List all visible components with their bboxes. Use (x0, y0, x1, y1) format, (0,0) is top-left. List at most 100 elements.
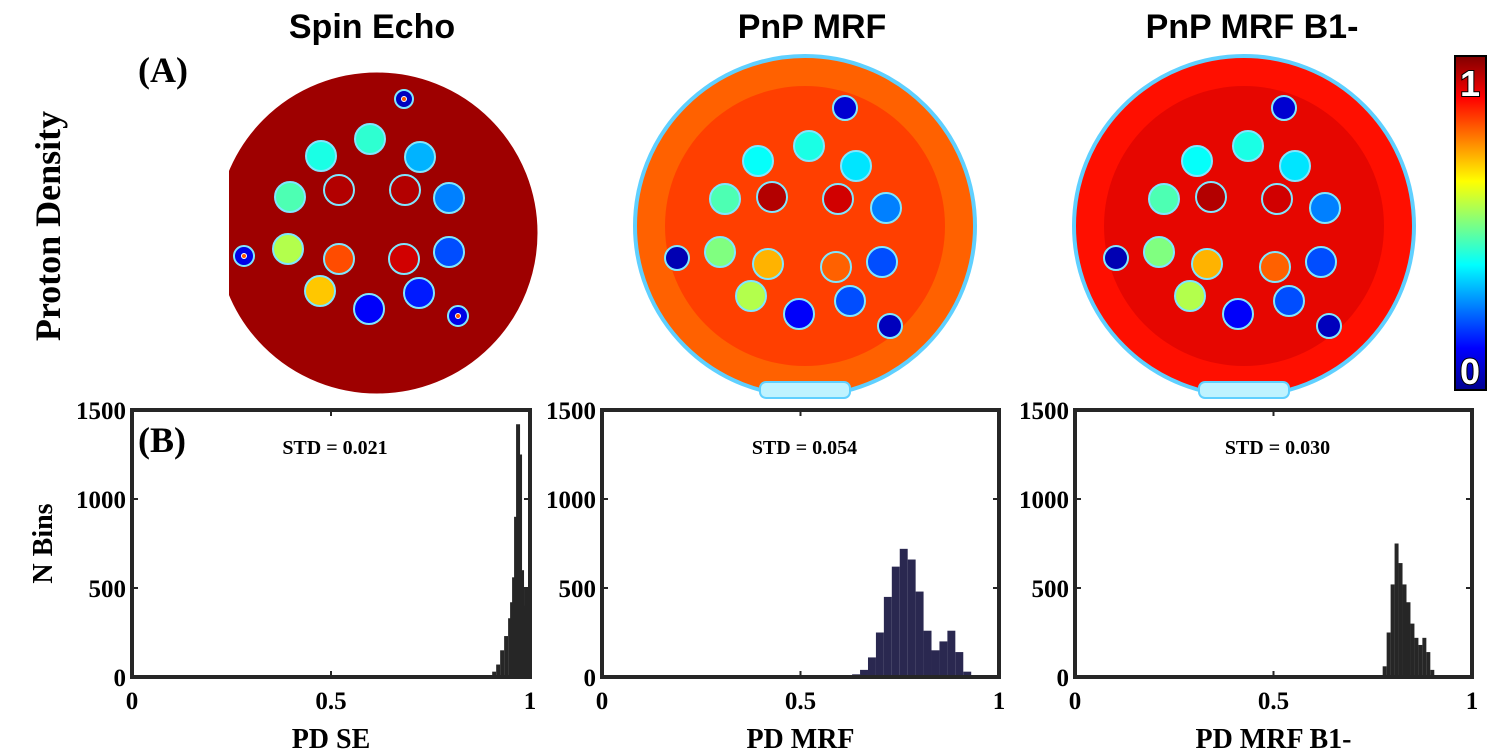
vial (354, 123, 386, 155)
panel-label-b: (B) (138, 420, 186, 460)
vial-center (455, 313, 461, 319)
vial (742, 145, 774, 177)
y-tick-label: 1500 (546, 398, 596, 425)
histogram-bar (500, 650, 505, 677)
map-title-pnp-mrf: PnP MRF (738, 8, 887, 46)
histogram-bar (1390, 584, 1395, 677)
x-tick-label: 0 (1069, 688, 1082, 715)
x-tick-label: 0.5 (785, 688, 816, 715)
histogram-bar (1426, 652, 1431, 677)
vial (274, 181, 306, 213)
vial-center (241, 253, 247, 259)
histogram-bar (1394, 543, 1399, 677)
histogram-bar (1386, 632, 1391, 677)
vial (1273, 285, 1305, 317)
histogram-bar (907, 559, 916, 677)
vial (305, 140, 337, 172)
vial (1232, 130, 1264, 162)
vial (709, 183, 741, 215)
vial (1261, 183, 1293, 215)
vial (793, 130, 825, 162)
vial (1316, 313, 1342, 339)
x-tick-label: 0.5 (1258, 688, 1289, 715)
histogram-bar (1398, 563, 1403, 677)
histogram-bar (867, 657, 876, 677)
vial (1309, 192, 1341, 224)
vial (304, 275, 336, 307)
vial (1305, 246, 1337, 278)
vial (866, 246, 898, 278)
histogram-bar (939, 641, 948, 677)
histogram-bar (891, 566, 900, 677)
map-title-spin-echo: Spin Echo (289, 8, 455, 46)
vial (1174, 280, 1206, 312)
colorbar: 1 0 (1454, 55, 1487, 393)
histogram-bar (875, 632, 884, 677)
vial (735, 280, 767, 312)
map-spin-echo (215, 72, 538, 394)
phantom-body (216, 72, 538, 394)
vial (389, 174, 421, 206)
histogram-bar (947, 630, 956, 677)
vial (388, 243, 420, 275)
vial (1222, 298, 1254, 330)
histogram-bar (899, 548, 908, 677)
x-tick-label: 0.5 (315, 688, 346, 715)
histogram-bar (504, 636, 509, 677)
panel-label-a: (A) (138, 50, 188, 90)
vial (1259, 251, 1291, 283)
histogram-bar (915, 591, 924, 677)
histogram-bar (1406, 602, 1411, 677)
vial (704, 236, 736, 268)
histogram-bar (1410, 623, 1415, 677)
map-pnp-mrf (633, 54, 977, 399)
row-label: Proton Density (28, 111, 68, 341)
vial (1279, 150, 1311, 182)
vial (323, 174, 355, 206)
vial-center (401, 96, 407, 102)
vial (403, 277, 435, 309)
histogram-bar (1418, 644, 1423, 677)
y-tick-label: 0 (584, 665, 597, 692)
y-tick-label: 0 (1057, 665, 1070, 692)
vial (433, 182, 465, 214)
vial (272, 233, 304, 265)
y-tick-label: 500 (559, 576, 597, 603)
x-tick-label: 0 (126, 688, 139, 715)
x-axis-label: PD MRF (746, 724, 854, 754)
histogram-bar (1402, 584, 1407, 677)
vial (877, 313, 903, 339)
histogram-bar (923, 630, 932, 677)
histogram-bar (955, 652, 964, 677)
vial (1148, 183, 1180, 215)
std-annotation: STD = 0.021 (282, 437, 387, 459)
histogram-bar (508, 618, 513, 677)
y-tick-label: 500 (89, 576, 127, 603)
x-tick-label: 0 (596, 688, 609, 715)
y-tick-label: 1500 (1019, 398, 1069, 425)
vial (832, 95, 858, 121)
histogram-bar (1422, 637, 1427, 677)
phantom-notch (215, 153, 229, 303)
y-tick-label: 1000 (1019, 487, 1069, 514)
x-axis-label: PD SE (292, 724, 371, 754)
std-annotation: STD = 0.054 (752, 437, 857, 459)
std-annotation: STD = 0.030 (1225, 437, 1330, 459)
histogram-bar (492, 671, 497, 677)
phantom-notch (759, 381, 851, 399)
histogram-bar (518, 454, 523, 677)
histogram-bar (522, 605, 527, 677)
vial (870, 192, 902, 224)
colorbar-min-label: 0 (1460, 351, 1480, 392)
vial (756, 181, 788, 213)
histogram-bar (496, 664, 501, 677)
vial (433, 236, 465, 268)
x-tick-label: 1 (993, 688, 1006, 715)
y-tick-label: 1000 (76, 487, 126, 514)
y-tick-label: 1000 (546, 487, 596, 514)
vial (1271, 95, 1297, 121)
x-tick-label: 1 (1466, 688, 1479, 715)
y-tick-label: 0 (114, 665, 127, 692)
vial (323, 243, 355, 275)
y-tick-label: 1500 (76, 398, 126, 425)
